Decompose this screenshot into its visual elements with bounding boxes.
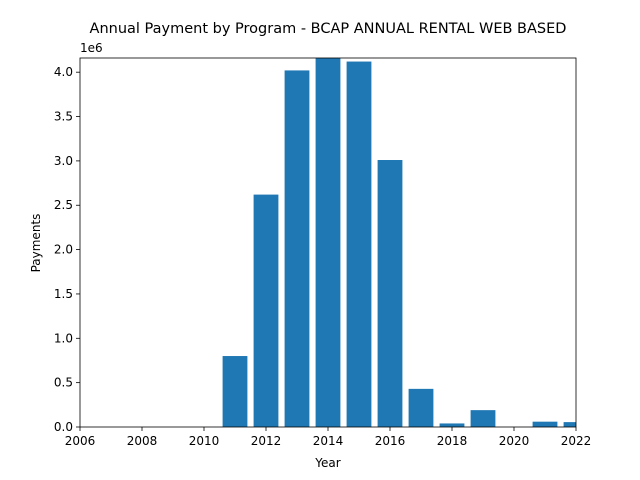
- x-tick-label: 2012: [251, 434, 282, 448]
- y-tick-label: 4.0: [54, 65, 73, 79]
- y-tick-label: 2.5: [54, 198, 73, 212]
- x-tick-label: 2020: [499, 434, 530, 448]
- bar-2014: [315, 58, 341, 427]
- x-tick-label: 2008: [127, 434, 158, 448]
- y-tick-label: 2.0: [54, 243, 73, 257]
- y-offset-label: 1e6: [80, 41, 103, 55]
- chart-title: Annual Payment by Program - BCAP ANNUAL …: [90, 21, 567, 37]
- bar-2022: [563, 422, 576, 427]
- bar-2016: [377, 160, 403, 428]
- x-tick-label: 2006: [65, 434, 96, 448]
- y-tick-label: 0.5: [54, 376, 73, 390]
- x-tick-label: 2010: [189, 434, 220, 448]
- y-tick-label: 1.5: [54, 287, 73, 301]
- bar-2012: [253, 194, 279, 427]
- y-tick-label: 3.0: [54, 154, 73, 168]
- y-tick-label: 1.0: [54, 331, 73, 345]
- x-tick-label: 2014: [313, 434, 344, 448]
- bar-2017: [408, 388, 434, 427]
- bar-2015: [346, 61, 372, 428]
- bar-2019: [470, 410, 496, 427]
- plot-frame: [79, 57, 577, 428]
- bar-2013: [284, 70, 310, 427]
- bar-2011: [222, 356, 248, 427]
- y-axis-ticks: 0.0 0.5 1.0 1.5 2.0 2.5 3.0 3.5 4.0: [54, 65, 80, 434]
- y-tick-label: 3.5: [54, 110, 73, 124]
- x-tick-label: 2022: [561, 434, 592, 448]
- y-tick-label: 0.0: [54, 420, 73, 434]
- x-axis-label: Year: [314, 456, 340, 470]
- x-tick-label: 2016: [375, 434, 406, 448]
- y-axis-label: Payments: [29, 214, 43, 273]
- bars-group: [222, 58, 576, 428]
- bar-2018: [439, 423, 465, 427]
- bar-2021: [532, 421, 558, 427]
- x-tick-label: 2018: [437, 434, 468, 448]
- x-axis-ticks: 2006 2008 2010 2012 2014 2016 2018 2020 2022: [65, 427, 592, 448]
